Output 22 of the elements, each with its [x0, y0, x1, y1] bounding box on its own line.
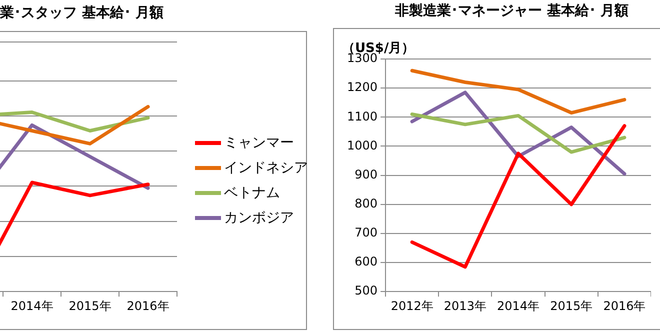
y-tick-label: 1200 — [346, 80, 378, 94]
y-tick-label: 1100 — [346, 109, 378, 124]
x-tick-label: 2016年 — [603, 298, 646, 313]
chart-title: 非製造業･マネージャー 基本給･ 月額 — [395, 2, 629, 20]
legend-label: ベトナム — [224, 184, 280, 202]
x-tick-label: 2013年 — [444, 298, 486, 313]
legend-label: ミャンマー — [224, 134, 294, 152]
y-tick-label: 600 — [354, 254, 378, 269]
x-tick-label: 2014年 — [496, 298, 540, 313]
y-tick-label: 900 — [354, 167, 378, 182]
legend-label: カンボジア — [224, 208, 294, 226]
x-tick-label: 2016年 — [126, 298, 170, 313]
y-tick-label: 800 — [354, 196, 378, 210]
y-tick-label: 500 — [354, 284, 378, 298]
y-tick-label: 1000 — [346, 138, 378, 152]
x-tick-label: 2015年 — [68, 298, 112, 313]
x-tick-label: 2014年 — [10, 298, 54, 313]
x-tick-label: 2012年 — [390, 298, 434, 313]
chart-title: 業･スタッフ 基本給･ 月額 — [0, 4, 164, 22]
x-tick-label: 2015年 — [550, 298, 593, 313]
y-tick-label: 700 — [354, 226, 378, 240]
legend-label: インドネシア — [224, 158, 308, 176]
